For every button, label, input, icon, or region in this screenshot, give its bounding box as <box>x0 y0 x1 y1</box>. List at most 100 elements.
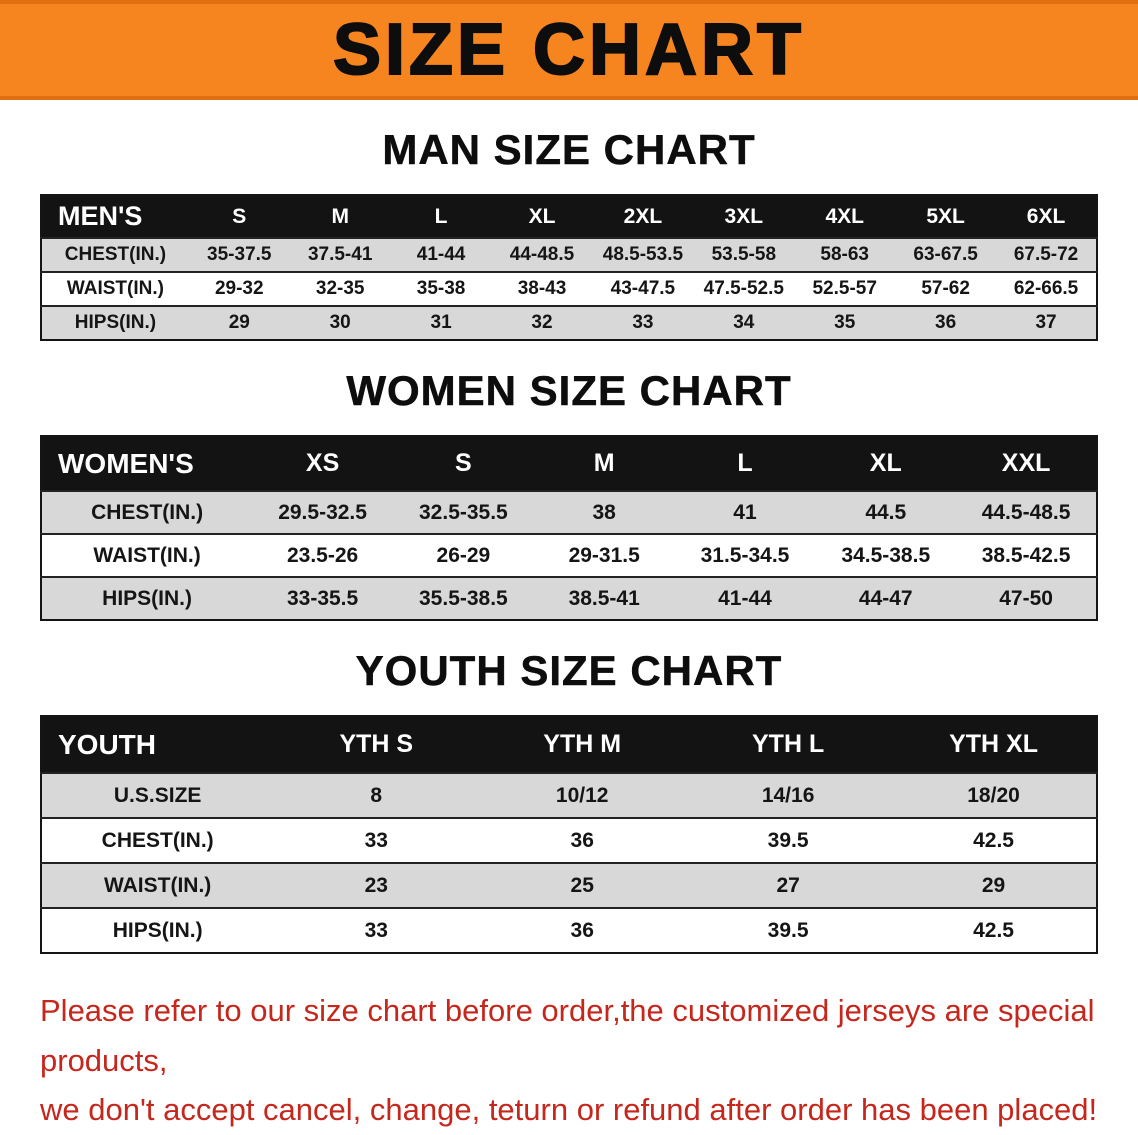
mens-section: MAN SIZE CHART MEN'S S M L XL 2XL 3XL 4XL 5XL 6XL… <box>0 126 1138 341</box>
value-cell: 18/20 <box>891 772 1097 818</box>
table-row: WAIST(IN.) 29-32 32-35 35-38 38-43 43-47.5 47.… <box>41 271 1097 306</box>
row-label-cell: CHEST(IN.) <box>41 490 253 534</box>
value-cell: 29.5-32.5 <box>252 490 393 534</box>
value-cell: 57-62 <box>895 271 997 306</box>
value-cell: 41 <box>674 490 816 534</box>
table-row: CHEST(IN.) 29.5-32.5 32.5-35.5 38 41 44.5 44.5… <box>41 490 1097 534</box>
value-cell: 30 <box>289 305 391 340</box>
row-label-cell: HIPS(IN.) <box>41 907 274 953</box>
value-cell: 44.5-48.5 <box>956 490 1097 534</box>
size-header-cell: 6XL <box>996 195 1097 238</box>
value-cell: 14/16 <box>685 772 892 818</box>
womens-size-table: WOMEN'S XS S M L XL XXL CHEST(IN.) 29.5-32.5 32.5… <box>40 435 1098 621</box>
value-cell: 36 <box>895 305 997 340</box>
size-header-cell: XL <box>815 436 957 491</box>
footer-line-2: we don't accept cancel, change, teturn o… <box>40 1092 1098 1128</box>
value-cell: 44-48.5 <box>491 237 593 272</box>
size-header-cell: 3XL <box>693 195 795 238</box>
table-row: CHEST(IN.) 35-37.5 37.5-41 41-44 44-48.5 48.5… <box>41 237 1097 272</box>
womens-section: WOMEN SIZE CHART WOMEN'S XS S M L XL XXL CHEST(… <box>0 367 1138 621</box>
value-cell: 23.5-26 <box>252 533 393 577</box>
value-cell: 33 <box>592 305 694 340</box>
value-cell: 8 <box>273 772 480 818</box>
row-label-cell: HIPS(IN.) <box>41 576 253 620</box>
size-header-cell: 4XL <box>794 195 896 238</box>
value-cell: 52.5-57 <box>794 271 896 306</box>
value-cell: 32 <box>491 305 593 340</box>
youth-size-table: YOUTH YTH S YTH M YTH L YTH XL U.S.SIZE 8 10/12… <box>40 715 1098 954</box>
value-cell: 29 <box>891 862 1097 908</box>
size-header-cell: YTH S <box>273 716 480 773</box>
value-cell: 35 <box>794 305 896 340</box>
size-table: WOMEN'S XS S M L XL XXL CHEST(IN.) 29.5-32.5 32.5… <box>40 435 1098 621</box>
value-cell: 36 <box>479 907 686 953</box>
value-cell: 23 <box>273 862 480 908</box>
value-cell: 35-38 <box>390 271 492 306</box>
value-cell: 42.5 <box>891 907 1097 953</box>
table-row: CHEST(IN.) 33 36 39.5 42.5 <box>41 817 1097 863</box>
table-row: HIPS(IN.) 29 30 31 32 33 34 35 36 37 <box>41 305 1097 340</box>
size-header-cell: L <box>674 436 816 491</box>
size-header-cell: M <box>289 195 391 238</box>
size-header-cell: YTH L <box>685 716 892 773</box>
value-cell: 38.5-42.5 <box>956 533 1097 577</box>
youth-section-heading: YOUTH SIZE CHART <box>355 647 783 695</box>
size-header-cell: YTH M <box>479 716 686 773</box>
value-cell: 39.5 <box>685 907 892 953</box>
table-row: HIPS(IN.) 33-35.5 35.5-38.5 38.5-41 41-44 44-… <box>41 576 1097 620</box>
size-header-cell: YTH XL <box>891 716 1097 773</box>
table-row: HIPS(IN.) 33 36 39.5 42.5 <box>41 907 1097 953</box>
value-cell: 35.5-38.5 <box>392 576 534 620</box>
value-cell: 27 <box>685 862 892 908</box>
footer-line-1: Please refer to our size chart before or… <box>40 993 1095 1078</box>
value-cell: 48.5-53.5 <box>592 237 694 272</box>
value-cell: 36 <box>479 817 686 863</box>
size-header-cell: 5XL <box>895 195 997 238</box>
value-cell: 10/12 <box>479 772 686 818</box>
value-cell: 31.5-34.5 <box>674 533 816 577</box>
table-title-cell: YOUTH <box>41 716 274 773</box>
table-header-row: YOUTH YTH S YTH M YTH L YTH XL <box>41 716 1097 773</box>
size-chart-banner: SIZE CHART <box>0 0 1138 100</box>
value-cell: 38 <box>533 490 675 534</box>
value-cell: 67.5-72 <box>996 237 1097 272</box>
size-header-cell: M <box>533 436 675 491</box>
row-label-cell: WAIST(IN.) <box>41 533 253 577</box>
size-header-cell: XL <box>491 195 593 238</box>
value-cell: 37.5-41 <box>289 237 391 272</box>
value-cell: 39.5 <box>685 817 892 863</box>
value-cell: 42.5 <box>891 817 1097 863</box>
value-cell: 62-66.5 <box>996 271 1097 306</box>
value-cell: 33-35.5 <box>252 576 393 620</box>
footer-note: Please refer to our size chart before or… <box>40 986 1098 1135</box>
value-cell: 33 <box>273 907 480 953</box>
value-cell: 44.5 <box>815 490 957 534</box>
size-header-cell: XS <box>252 436 393 491</box>
value-cell: 37 <box>996 305 1097 340</box>
mens-size-table: MEN'S S M L XL 2XL 3XL 4XL 5XL 6XL CHEST(IN.) 35-37… <box>40 194 1098 341</box>
size-header-cell: 2XL <box>592 195 694 238</box>
table-row: WAIST(IN.) 23.5-26 26-29 29-31.5 31.5-34.5 34… <box>41 533 1097 577</box>
value-cell: 32.5-35.5 <box>392 490 534 534</box>
banner-title: SIZE CHART <box>332 10 805 90</box>
row-label-cell: HIPS(IN.) <box>41 305 189 340</box>
value-cell: 34.5-38.5 <box>815 533 957 577</box>
youth-section: YOUTH SIZE CHART YOUTH YTH S YTH M YTH L YTH… <box>0 647 1138 954</box>
value-cell: 29-31.5 <box>533 533 675 577</box>
row-label-cell: WAIST(IN.) <box>41 271 189 306</box>
size-table: MEN'S S M L XL 2XL 3XL 4XL 5XL 6XL CHEST(IN.) 35-37… <box>40 194 1098 341</box>
size-header-cell: L <box>390 195 492 238</box>
row-label-cell: U.S.SIZE <box>41 772 274 818</box>
womens-section-heading: WOMEN SIZE CHART <box>346 367 792 415</box>
table-title-cell: WOMEN'S <box>41 436 253 491</box>
value-cell: 29-32 <box>188 271 290 306</box>
value-cell: 34 <box>693 305 795 340</box>
row-label-cell: CHEST(IN.) <box>41 817 274 863</box>
size-header-cell: S <box>392 436 534 491</box>
table-header-row: WOMEN'S XS S M L XL XXL <box>41 436 1097 491</box>
value-cell: 44-47 <box>815 576 957 620</box>
value-cell: 58-63 <box>794 237 896 272</box>
size-header-cell: S <box>188 195 290 238</box>
value-cell: 31 <box>390 305 492 340</box>
value-cell: 38-43 <box>491 271 593 306</box>
